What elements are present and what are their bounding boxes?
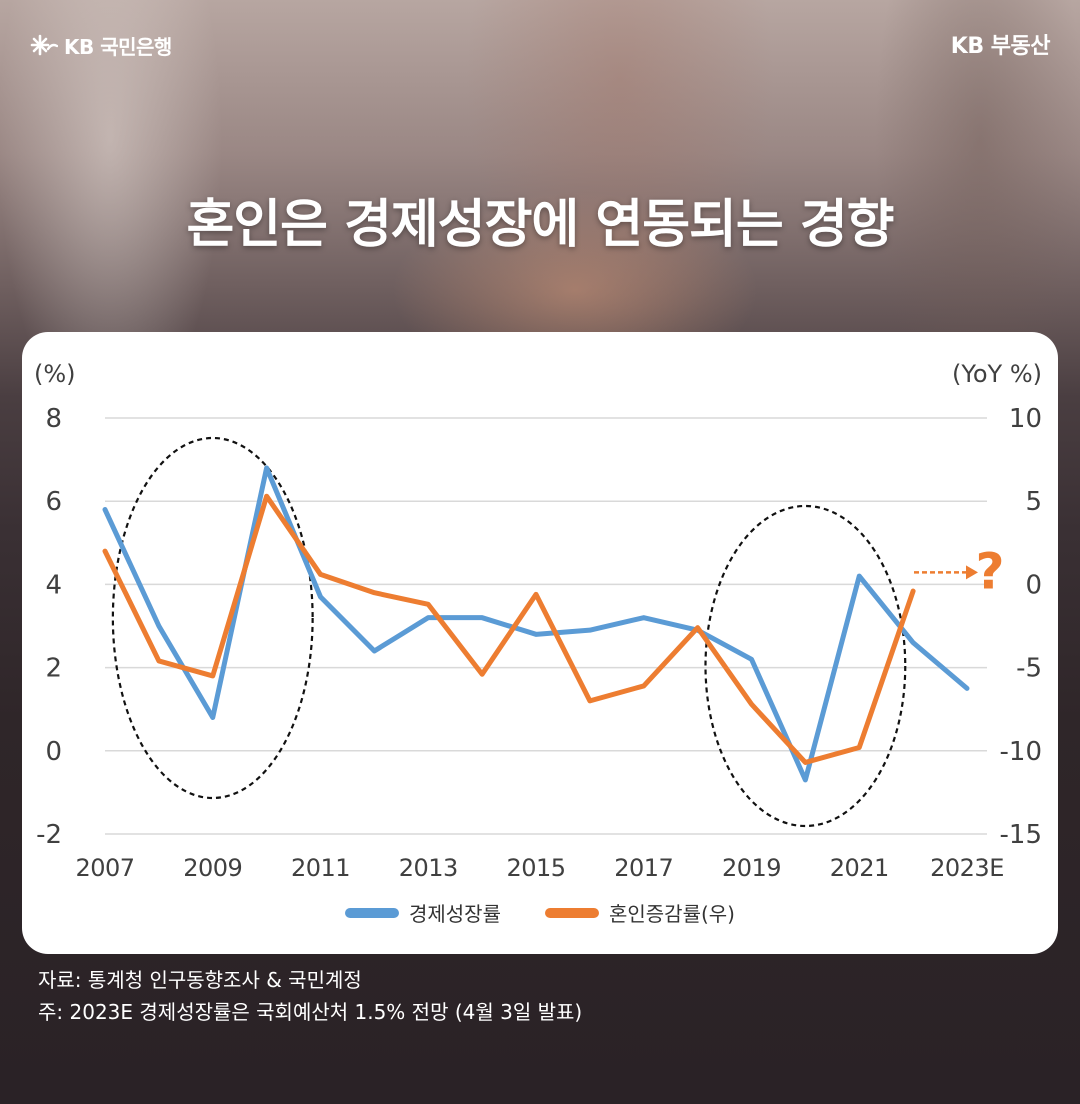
x-axis-tick-label: 2007 <box>75 854 134 882</box>
question-mark-annotation: ? <box>975 542 1004 600</box>
chart-legend: 경제성장률 혼인증감률(우) <box>22 898 1058 927</box>
x-axis-tick-label: 2015 <box>506 854 565 882</box>
left-axis-tick-label: 6 <box>45 487 62 517</box>
x-axis-tick-label: 2023E <box>930 854 1004 882</box>
right-axis-tick-label: 5 <box>1025 487 1042 517</box>
footnotes: 자료: 통계청 인구동향조사 & 국민계정 주: 2023E 경제성장률은 국회… <box>38 964 582 1028</box>
x-axis-tick-label: 2019 <box>722 854 781 882</box>
legend-item-marriage: 혼인증감률(우) <box>544 898 735 927</box>
x-axis-tick-label: 2021 <box>830 854 889 882</box>
right-axis-tick-label: -5 <box>1016 654 1042 684</box>
right-axis-tick-label: 10 <box>1009 404 1042 434</box>
annotation-arrow-head <box>966 565 978 580</box>
x-axis-tick-label: 2017 <box>614 854 673 882</box>
kb-kookmin-bank-logo: KB 국민은행 <box>30 30 172 60</box>
kb-real-estate-logo: KB 부동산 <box>950 34 1051 59</box>
left-axis-label: (%) <box>34 360 76 388</box>
headline: 혼인은 경제성장에 연동되는 경향 <box>186 195 894 255</box>
kb-star-icon <box>30 34 58 56</box>
line-chart: 8 6 4 2 0 -2 10 5 0 -5 -10 -15 (%) (YoY %) 2007 2009 201… <box>34 360 1042 882</box>
left-axis-tick-label: -2 <box>36 820 62 850</box>
right-axis-tick-label: -10 <box>1000 737 1042 767</box>
legend-item-gdp: 경제성장률 <box>344 898 501 927</box>
left-axis-tick-label: 0 <box>45 737 62 767</box>
highlight-ellipse <box>704 504 907 828</box>
x-axis-tick-label: 2013 <box>399 854 458 882</box>
estimate-note: 주: 2023E 경제성장률은 국회예산처 1.5% 전망 (4월 3일 발표) <box>38 1000 583 1024</box>
legend-label-marriage: 혼인증감률(우) <box>608 902 735 926</box>
highlight-ellipse <box>111 436 314 800</box>
legend-swatch-marriage <box>544 907 599 918</box>
x-axis-tick-label: 2009 <box>183 854 242 882</box>
chart-card: 8 6 4 2 0 -2 10 5 0 -5 -10 -15 (%) (YoY %) 2007 2009 201… <box>22 332 1058 954</box>
left-axis-tick-label: 8 <box>45 404 62 434</box>
right-axis-tick-label: -15 <box>1000 820 1042 850</box>
series-line-marriage <box>102 493 916 765</box>
left-axis-tick-label: 4 <box>45 570 62 600</box>
source-note: 자료: 통계청 인구동향조사 & 국민계정 <box>38 968 362 992</box>
legend-label-gdp: 경제성장률 <box>408 902 501 926</box>
brand-left-text: KB 국민은행 <box>64 34 172 59</box>
legend-swatch-gdp <box>344 907 399 918</box>
left-axis-tick-label: 2 <box>45 654 62 684</box>
series-line-gdp <box>102 465 970 783</box>
right-axis-tick-label: 0 <box>1025 570 1042 600</box>
right-axis-label: (YoY %) <box>952 360 1042 388</box>
x-axis-tick-label: 2011 <box>291 854 350 882</box>
